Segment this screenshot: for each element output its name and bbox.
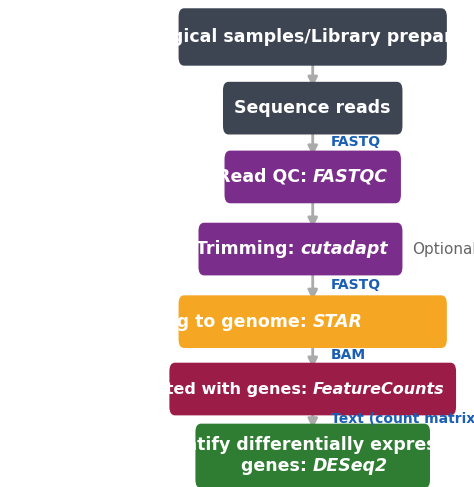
FancyBboxPatch shape — [199, 223, 402, 275]
Text: Biological samples/Library preparation: Biological samples/Library preparation — [122, 28, 474, 46]
Text: Adapter Trimming:: Adapter Trimming: — [111, 240, 301, 258]
Text: FASTQ: FASTQ — [331, 135, 381, 150]
FancyBboxPatch shape — [169, 363, 456, 415]
Text: Text (count matrix): Text (count matrix) — [331, 412, 474, 426]
Text: DESeq2: DESeq2 — [313, 457, 388, 475]
Text: Splice-aware mapping to genome:: Splice-aware mapping to genome: — [0, 313, 313, 331]
FancyBboxPatch shape — [179, 295, 447, 348]
Text: Sequence reads: Sequence reads — [235, 99, 391, 117]
Text: Optional: Optional — [412, 242, 474, 257]
FancyBboxPatch shape — [223, 82, 402, 134]
FancyBboxPatch shape — [179, 8, 447, 66]
Text: FeatureCounts: FeatureCounts — [313, 381, 444, 396]
FancyBboxPatch shape — [195, 424, 430, 487]
Text: STAR: STAR — [313, 313, 363, 331]
FancyBboxPatch shape — [225, 150, 401, 203]
Text: genes:: genes: — [241, 457, 313, 475]
Text: Identify differentially expressed: Identify differentially expressed — [154, 436, 471, 454]
Text: FASTQC: FASTQC — [313, 168, 388, 186]
Text: FASTQ: FASTQ — [331, 278, 381, 292]
Text: Read QC:: Read QC: — [217, 168, 313, 186]
Text: cutadapt: cutadapt — [301, 240, 388, 258]
Text: BAM: BAM — [331, 348, 366, 362]
Text: Count reads associated with genes:: Count reads associated with genes: — [0, 381, 313, 396]
